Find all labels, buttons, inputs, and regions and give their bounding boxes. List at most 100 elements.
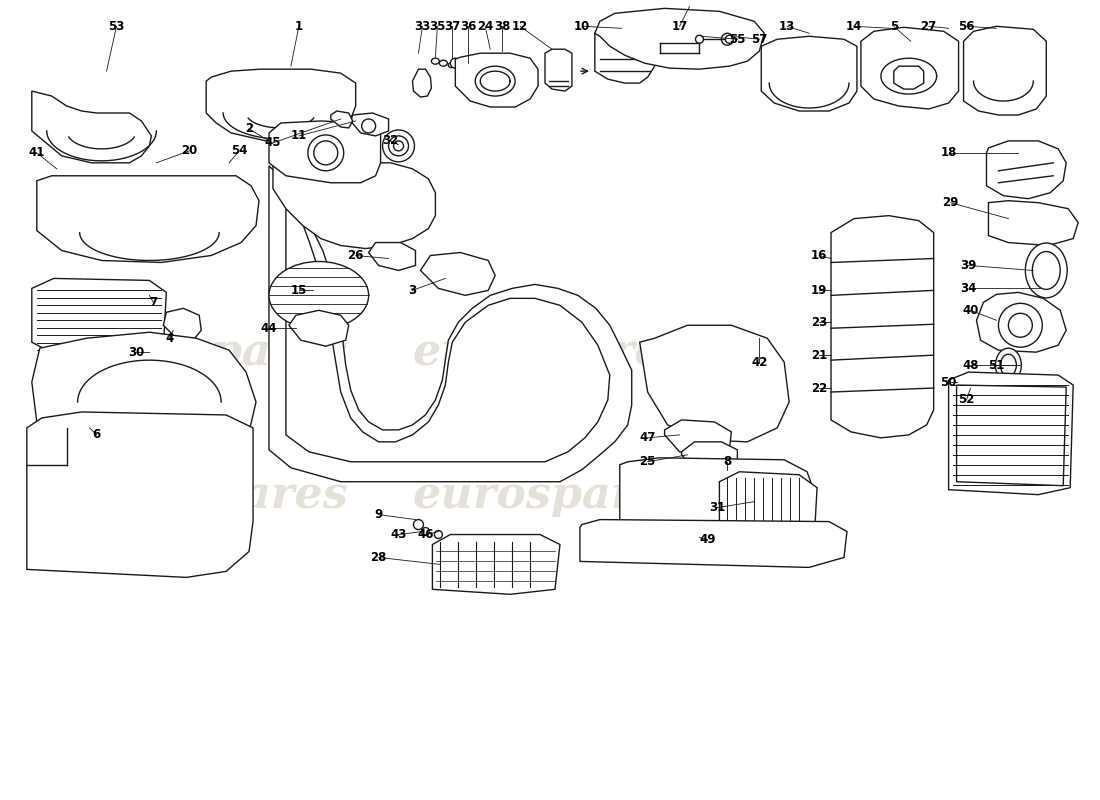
Text: 45: 45 [265, 136, 282, 150]
Text: 46: 46 [417, 528, 433, 541]
Text: 20: 20 [182, 144, 197, 158]
Polygon shape [26, 412, 253, 578]
Polygon shape [331, 111, 353, 128]
Polygon shape [580, 519, 847, 567]
Polygon shape [544, 50, 572, 91]
Text: 28: 28 [371, 551, 387, 564]
Text: 55: 55 [729, 33, 746, 46]
Circle shape [450, 58, 460, 68]
Polygon shape [36, 176, 258, 262]
Text: 34: 34 [960, 282, 977, 295]
Polygon shape [861, 27, 958, 109]
Text: 2: 2 [245, 122, 253, 135]
Text: 18: 18 [940, 146, 957, 159]
Polygon shape [977, 292, 1066, 352]
Text: 23: 23 [811, 316, 827, 329]
Text: 14: 14 [846, 20, 862, 33]
Polygon shape [455, 54, 538, 107]
Polygon shape [664, 420, 732, 458]
Text: 25: 25 [639, 455, 656, 468]
Text: 29: 29 [943, 196, 959, 209]
Text: 43: 43 [390, 528, 407, 541]
Circle shape [725, 35, 734, 43]
Polygon shape [412, 69, 431, 97]
Text: 6: 6 [92, 428, 101, 442]
Text: 49: 49 [700, 533, 716, 546]
Circle shape [383, 130, 415, 162]
Text: 5: 5 [890, 20, 898, 33]
Text: 22: 22 [811, 382, 827, 394]
Text: 9: 9 [374, 508, 383, 521]
Polygon shape [368, 242, 416, 270]
Text: 4: 4 [165, 332, 174, 345]
Polygon shape [32, 332, 256, 468]
Text: 39: 39 [960, 259, 977, 272]
Polygon shape [948, 372, 1074, 494]
Text: 10: 10 [574, 20, 590, 33]
Polygon shape [289, 310, 349, 346]
Polygon shape [273, 163, 436, 249]
Text: 37: 37 [444, 20, 461, 33]
Polygon shape [32, 278, 166, 358]
Text: 41: 41 [29, 146, 45, 159]
Circle shape [421, 527, 429, 535]
Text: 36: 36 [460, 20, 476, 33]
Text: 33: 33 [415, 20, 430, 33]
Ellipse shape [270, 262, 368, 330]
Polygon shape [682, 442, 737, 474]
Text: 8: 8 [724, 455, 732, 468]
Polygon shape [761, 36, 857, 111]
Text: 17: 17 [671, 20, 688, 33]
Polygon shape [420, 253, 495, 295]
Text: 44: 44 [261, 322, 277, 334]
Text: 15: 15 [290, 284, 307, 297]
Text: 38: 38 [494, 20, 510, 33]
Text: 12: 12 [512, 20, 528, 33]
Text: 24: 24 [477, 20, 494, 33]
Polygon shape [640, 326, 789, 442]
Text: 27: 27 [921, 20, 937, 33]
Polygon shape [894, 66, 924, 89]
Ellipse shape [1025, 243, 1067, 298]
Polygon shape [32, 91, 152, 163]
Polygon shape [719, 472, 817, 550]
Text: 7: 7 [150, 296, 157, 309]
Text: 54: 54 [231, 144, 248, 158]
Text: 51: 51 [988, 358, 1004, 372]
Text: eurospares: eurospares [73, 330, 348, 374]
Circle shape [308, 135, 343, 170]
Polygon shape [595, 8, 764, 69]
Ellipse shape [449, 62, 454, 68]
Polygon shape [206, 69, 355, 141]
Polygon shape [351, 113, 388, 136]
Polygon shape [619, 458, 814, 545]
Text: 53: 53 [108, 20, 124, 33]
Text: 35: 35 [429, 20, 446, 33]
Text: 57: 57 [751, 33, 768, 46]
Text: 26: 26 [348, 249, 364, 262]
Polygon shape [830, 216, 934, 438]
Text: 42: 42 [751, 356, 768, 369]
Ellipse shape [431, 58, 439, 64]
Text: 21: 21 [811, 349, 827, 362]
Text: 13: 13 [779, 20, 795, 33]
Text: 48: 48 [962, 358, 979, 372]
Polygon shape [987, 141, 1066, 198]
Text: 32: 32 [383, 134, 398, 147]
Polygon shape [432, 534, 560, 594]
Text: 19: 19 [811, 284, 827, 297]
Text: 30: 30 [129, 346, 144, 358]
Text: eurospares: eurospares [73, 474, 348, 517]
Ellipse shape [996, 348, 1022, 382]
Polygon shape [595, 30, 654, 83]
Text: eurospares: eurospares [412, 474, 688, 517]
Polygon shape [163, 308, 201, 340]
Text: 31: 31 [710, 501, 726, 514]
Text: 56: 56 [958, 20, 975, 33]
Text: 11: 11 [290, 130, 307, 142]
Polygon shape [964, 26, 1046, 115]
Text: 3: 3 [408, 284, 417, 297]
Text: 50: 50 [940, 375, 957, 389]
Circle shape [695, 35, 704, 43]
Text: 40: 40 [962, 304, 979, 317]
